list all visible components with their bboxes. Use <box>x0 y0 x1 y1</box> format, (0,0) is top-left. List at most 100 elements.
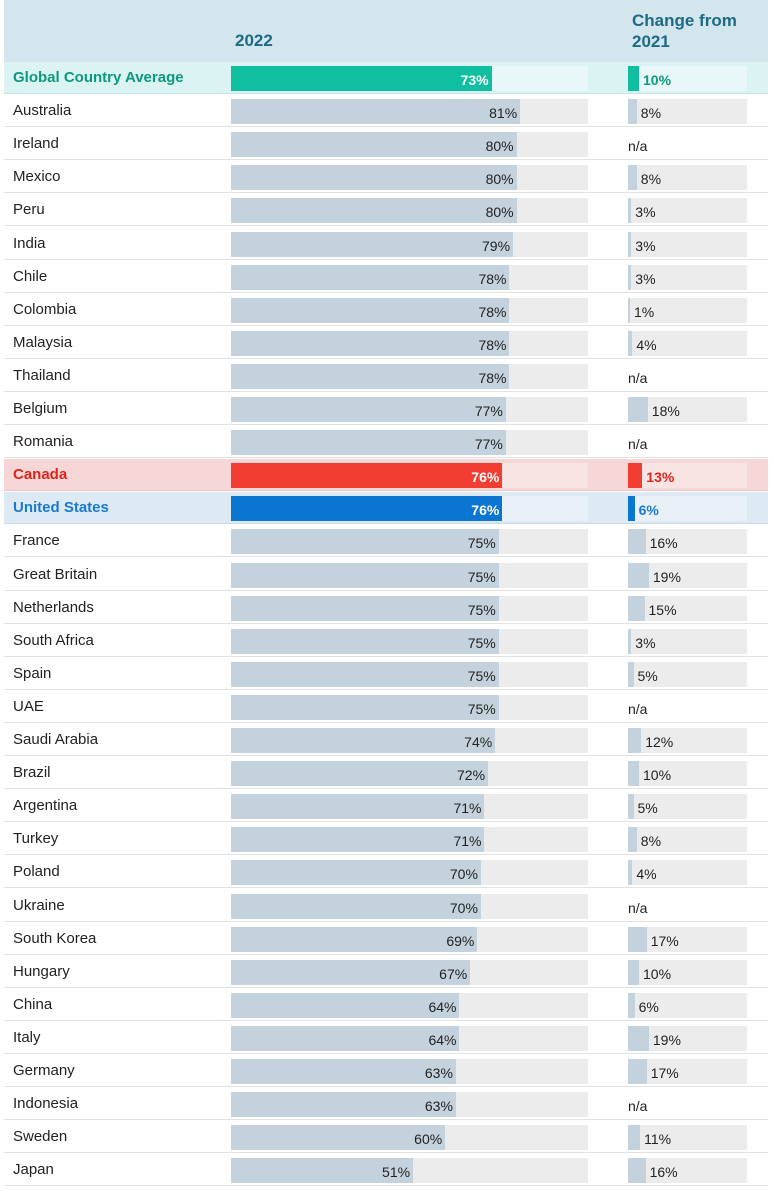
value-label: 76% <box>471 469 500 486</box>
bar-2022 <box>231 363 510 389</box>
table-row: Belgium 77% 18% <box>4 393 768 425</box>
table-row: Chile 78% 3% <box>4 261 768 293</box>
change-bar <box>628 66 639 91</box>
table-row: Hungary 67% 10% <box>4 956 768 988</box>
change-track <box>628 794 747 820</box>
value-label: 63% <box>424 1065 453 1081</box>
change-label: 16% <box>649 1164 678 1181</box>
value-label: 78% <box>478 303 507 320</box>
bar-2022 <box>231 1059 456 1084</box>
table-row: South Africa 75% 3% <box>4 625 768 657</box>
change-label: 1% <box>634 303 655 320</box>
value-label: 67% <box>439 965 468 982</box>
value-label: 63% <box>424 1098 453 1115</box>
bar-2022 <box>231 761 489 787</box>
country-label: China <box>13 995 53 1013</box>
column-header-2022: 2022 <box>235 31 273 50</box>
change-label: 19% <box>652 568 681 585</box>
change-label: n/a <box>628 138 648 155</box>
change-label: 6% <box>638 502 659 519</box>
country-label: Romania <box>13 433 74 451</box>
change-label: 8% <box>640 105 662 122</box>
change-bar <box>628 926 647 952</box>
value-label: 79% <box>482 237 511 254</box>
value-label: 78% <box>478 369 507 386</box>
table-row: Ukraine 70% n/a <box>4 890 768 922</box>
change-track <box>628 463 747 489</box>
table-row: United States 76% 6% <box>4 492 768 525</box>
bar-2022 <box>231 628 499 654</box>
table-row: Germany 63% 17% <box>4 1055 768 1087</box>
change-track <box>628 496 747 522</box>
table-row: Sweden 60% 11% <box>4 1121 768 1154</box>
change-bar <box>628 529 646 555</box>
change-label: 3% <box>635 634 656 651</box>
country-label: Thailand <box>13 366 71 384</box>
bar-2022 <box>231 463 503 489</box>
change-label: 3% <box>635 204 656 221</box>
change-track <box>628 297 747 323</box>
bar-2022 <box>231 926 478 952</box>
table-row: Peru 80% 3% <box>4 194 768 227</box>
change-track <box>628 99 747 125</box>
change-track <box>628 1059 747 1084</box>
value-label: 64% <box>428 998 457 1015</box>
change-bar <box>628 959 639 985</box>
value-label: 73% <box>460 72 489 88</box>
country-label: Netherlands <box>13 598 94 616</box>
change-label: 3% <box>635 270 656 287</box>
change-track <box>628 959 747 985</box>
table-row: Colombia 78% 1% <box>4 294 768 326</box>
bar-2022 <box>231 1125 446 1151</box>
country-label: Global Country Average <box>13 69 184 86</box>
change-label: 6% <box>638 998 659 1015</box>
value-label: 75% <box>467 568 496 585</box>
change-track <box>628 198 747 224</box>
bar-2022 <box>231 529 499 555</box>
change-bar <box>628 1158 646 1184</box>
change-track <box>628 397 747 422</box>
change-bar <box>628 1125 641 1151</box>
table-row: Saudi Arabia 74% 12% <box>4 724 768 756</box>
table-row: Brazil 72% 10% <box>4 757 768 790</box>
change-label: 10% <box>643 965 672 982</box>
value-label: 70% <box>449 866 478 883</box>
table-row: Spain 75% 5% <box>4 658 768 690</box>
bar-2022 <box>231 794 485 820</box>
country-label: Argentina <box>13 797 78 815</box>
bar-2022 <box>231 231 514 257</box>
value-label: 75% <box>467 634 496 651</box>
country-label: France <box>13 532 60 550</box>
table-header: 2022 Change from 2021 <box>4 0 768 62</box>
change-label: n/a <box>628 436 648 453</box>
change-bar <box>628 562 649 588</box>
table-row: Indonesia 63% n/a <box>4 1088 768 1121</box>
value-label: 80% <box>485 171 514 188</box>
table-row: Argentina 71% 5% <box>4 790 768 823</box>
table-row: South Korea 69% 17% <box>4 923 768 955</box>
country-label: United States <box>13 499 109 517</box>
country-label: UAE <box>13 697 44 715</box>
change-label: 13% <box>646 469 675 486</box>
bar-2022 <box>231 562 499 588</box>
change-bar <box>628 463 643 489</box>
country-label: Chile <box>13 267 48 285</box>
bar-2022 <box>231 430 506 456</box>
bar-2022 <box>231 165 517 191</box>
change-label: n/a <box>628 369 648 386</box>
table-row: Ireland 80% n/a <box>4 128 768 161</box>
bar-2022 <box>231 330 510 356</box>
value-label: 78% <box>478 270 507 287</box>
value-label: 76% <box>471 502 500 519</box>
value-label: 51% <box>382 1164 411 1181</box>
change-track <box>628 529 747 555</box>
change-bar <box>628 628 632 654</box>
change-label: 4% <box>636 336 657 353</box>
change-track <box>628 860 747 886</box>
value-label: 75% <box>467 535 496 552</box>
change-bar <box>628 397 648 422</box>
table-row: Turkey 71% 8% <box>4 823 768 856</box>
bar-2022 <box>231 595 499 621</box>
table-row: Japan 51% 16% <box>4 1154 768 1187</box>
